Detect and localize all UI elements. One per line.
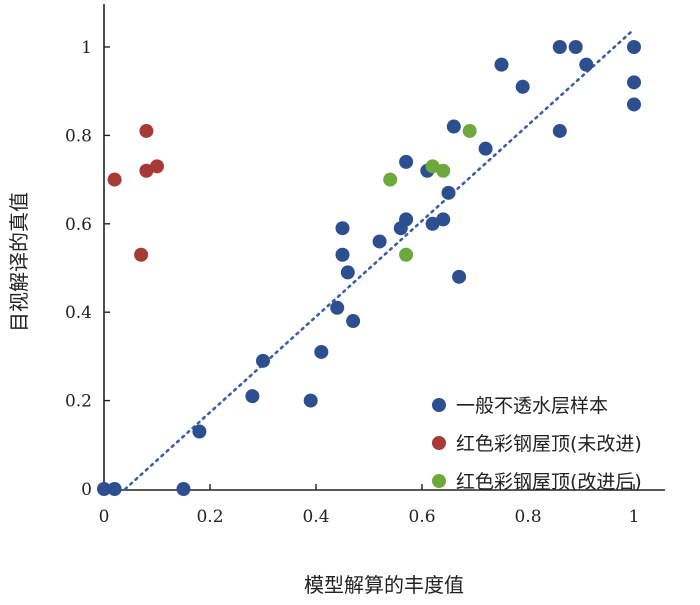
- y-tick-label: 0.2: [65, 392, 92, 412]
- data-point-series-3: [436, 163, 451, 178]
- y-tick-label: 0.8: [65, 126, 92, 146]
- data-point-series-1: [176, 482, 191, 496]
- data-point-series-1: [372, 234, 387, 249]
- y-tick-label: 0: [81, 480, 92, 500]
- data-point-series-1: [399, 154, 414, 169]
- data-point-series-1: [340, 265, 355, 280]
- legend-marker-2: [432, 436, 446, 450]
- data-point-series-1: [568, 40, 583, 54]
- data-point-series-1: [446, 119, 461, 134]
- ticks: 0 0.2 0.4 0.6 0.8 1 0 0.2 0.4 0.6 0.8 1: [65, 38, 639, 527]
- x-tick-label: 0.6: [408, 507, 435, 527]
- data-point-series-1: [314, 344, 329, 359]
- data-point-series-1: [192, 424, 207, 439]
- x-axis-title: 模型解算的丰度值: [304, 573, 464, 597]
- points-group: [97, 40, 641, 496]
- legend-label-1: 一般不透水层样本: [456, 395, 608, 417]
- x-tick-label: 0.8: [514, 507, 541, 527]
- y-tick-label: 1: [81, 38, 92, 58]
- x-tick-label: 0.2: [196, 507, 223, 527]
- data-point-series-3: [383, 172, 398, 187]
- data-point-series-1: [335, 221, 350, 236]
- y-axis-title: 目视解译的真值: [7, 192, 31, 332]
- data-point-series-1: [425, 216, 440, 231]
- data-point-series-1: [552, 123, 567, 138]
- data-point-series-1: [441, 185, 456, 200]
- trendline-group: [123, 28, 636, 491]
- data-point-series-1: [478, 141, 493, 156]
- data-point-series-1: [346, 314, 361, 329]
- data-point-series-1: [436, 212, 451, 227]
- legend-marker-3: [432, 474, 446, 488]
- data-point-series-1: [579, 57, 594, 72]
- data-point-series-2: [107, 172, 122, 187]
- data-point-series-1: [335, 247, 350, 262]
- legend-label-2: 红色彩钢屋顶(未改进): [456, 433, 642, 455]
- data-point-series-1: [627, 40, 641, 54]
- data-point-series-1: [97, 482, 111, 496]
- data-point-series-3: [425, 159, 440, 174]
- data-point-series-1: [256, 353, 270, 368]
- axes: [103, 4, 665, 491]
- data-point-series-1: [627, 75, 641, 90]
- data-point-series-1: [494, 57, 509, 72]
- y-tick-label: 0.4: [65, 303, 92, 323]
- y-tick-label: 0.6: [65, 215, 92, 235]
- legend-label-3: 红色彩钢屋顶(改进后): [456, 471, 642, 493]
- trendline: [123, 28, 636, 491]
- legend-marker-1: [432, 398, 446, 412]
- data-point-series-1: [107, 482, 122, 496]
- data-point-series-1: [245, 389, 260, 404]
- data-point-series-3: [462, 123, 477, 138]
- data-point-series-1: [627, 97, 641, 112]
- data-point-series-1: [399, 212, 414, 227]
- data-point-series-2: [134, 247, 149, 262]
- x-tick-label: 0.4: [302, 507, 329, 527]
- x-tick-label: 1: [629, 507, 640, 527]
- x-tick-label: 0: [99, 507, 110, 527]
- data-point-series-3: [399, 247, 414, 262]
- data-point-series-1: [330, 300, 345, 315]
- data-point-series-1: [515, 79, 530, 94]
- data-point-series-1: [552, 40, 567, 54]
- data-point-series-1: [303, 393, 318, 408]
- data-point-series-2: [139, 123, 154, 138]
- data-point-series-1: [452, 269, 467, 284]
- data-point-series-2: [139, 163, 154, 178]
- data-point-series-2: [150, 159, 164, 174]
